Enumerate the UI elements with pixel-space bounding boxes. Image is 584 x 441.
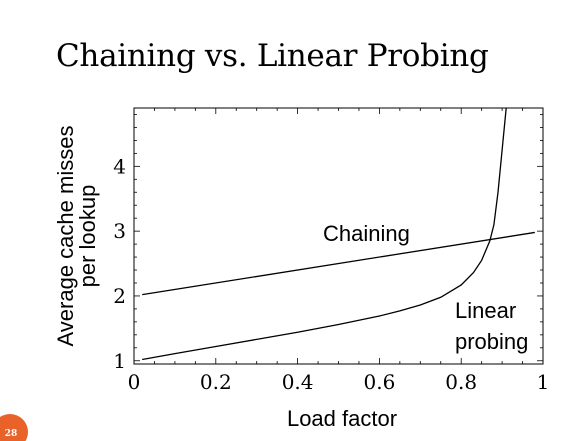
series-label-linear-probing: Linear probing (455, 298, 528, 354)
x-tick-label: 0 (128, 370, 141, 394)
y-tick-label: 3 (113, 219, 126, 243)
x-tick-label: 0.2 (200, 370, 232, 394)
series-label-line: Chaining (323, 221, 410, 246)
slide-title: Chaining vs. Linear Probing (56, 38, 489, 74)
x-tick-label: 0.4 (282, 370, 314, 394)
series-line-chaining (142, 231, 535, 296)
series-label-line: Linear (455, 298, 516, 323)
y-tick-label: 4 (113, 154, 126, 178)
x-tick-label: 1 (537, 370, 550, 394)
page-number: 28 (4, 429, 18, 439)
x-tick-label: 0.8 (445, 370, 477, 394)
x-axis-label: Load factor (287, 406, 397, 431)
x-tick-label: 0.6 (363, 370, 395, 394)
y-axis-label-line: per lookup (75, 185, 100, 288)
y-axis-label: Average cache missesper lookup (53, 126, 100, 347)
series-label-chaining: Chaining (323, 221, 410, 246)
y-tick-label: 2 (113, 284, 126, 308)
y-tick-label: 1 (113, 349, 126, 373)
series-label-line: probing (455, 329, 528, 354)
y-axis-label-line: Average cache misses (53, 126, 78, 347)
series-line-linear-probing (142, 108, 507, 361)
